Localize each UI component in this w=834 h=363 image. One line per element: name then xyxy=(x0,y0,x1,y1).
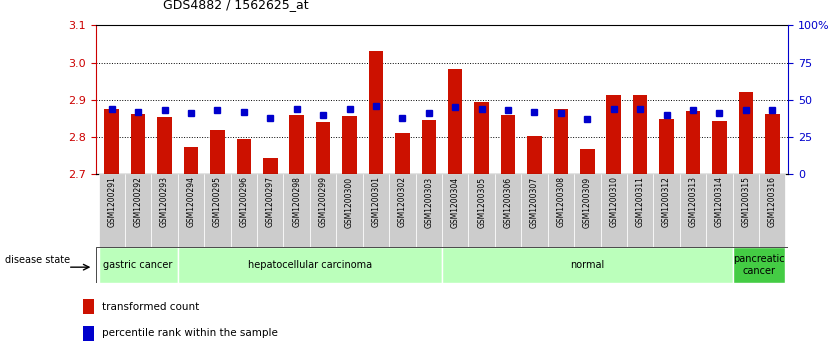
Bar xyxy=(178,247,442,283)
Text: GSM1200306: GSM1200306 xyxy=(504,176,513,228)
Bar xyxy=(415,174,442,247)
Bar xyxy=(125,174,152,247)
Bar xyxy=(732,174,759,247)
Text: GSM1200299: GSM1200299 xyxy=(319,176,328,227)
Text: gastric cancer: gastric cancer xyxy=(103,260,173,270)
Bar xyxy=(316,122,330,174)
Bar xyxy=(178,174,204,247)
Bar xyxy=(686,111,701,174)
Text: GSM1200295: GSM1200295 xyxy=(213,176,222,227)
Text: GSM1200301: GSM1200301 xyxy=(371,176,380,227)
Bar xyxy=(98,247,178,283)
Bar xyxy=(495,174,521,247)
Text: transformed count: transformed count xyxy=(102,302,199,312)
Bar xyxy=(653,174,680,247)
Bar xyxy=(548,174,574,247)
Bar xyxy=(580,149,595,174)
Bar xyxy=(521,174,548,247)
Text: GSM1200303: GSM1200303 xyxy=(425,176,434,228)
Bar xyxy=(706,174,732,247)
Bar xyxy=(759,174,786,247)
Bar xyxy=(475,102,489,174)
Bar xyxy=(83,326,93,341)
Bar xyxy=(395,133,409,174)
Bar xyxy=(210,130,224,174)
Bar xyxy=(284,174,310,247)
Bar xyxy=(204,174,231,247)
Bar xyxy=(83,299,93,314)
Bar xyxy=(606,95,621,174)
Text: hepatocellular carcinoma: hepatocellular carcinoma xyxy=(248,260,372,270)
Bar xyxy=(712,121,726,174)
Bar xyxy=(152,174,178,247)
Text: GSM1200309: GSM1200309 xyxy=(583,176,592,228)
Bar xyxy=(336,174,363,247)
Text: GDS4882 / 1562625_at: GDS4882 / 1562625_at xyxy=(163,0,309,11)
Text: GSM1200294: GSM1200294 xyxy=(187,176,195,227)
Text: GSM1200308: GSM1200308 xyxy=(556,176,565,227)
Bar xyxy=(257,174,284,247)
Bar xyxy=(98,174,125,247)
Text: GSM1200315: GSM1200315 xyxy=(741,176,751,227)
Bar xyxy=(237,139,251,174)
Text: GSM1200300: GSM1200300 xyxy=(345,176,354,228)
Bar xyxy=(574,174,600,247)
Bar xyxy=(289,115,304,174)
Bar xyxy=(500,115,515,174)
Text: GSM1200313: GSM1200313 xyxy=(689,176,697,227)
Bar xyxy=(554,109,568,174)
Bar xyxy=(448,69,463,174)
Text: GSM1200314: GSM1200314 xyxy=(715,176,724,227)
Bar xyxy=(627,174,653,247)
Bar xyxy=(660,119,674,174)
Bar xyxy=(158,117,172,174)
Text: GSM1200296: GSM1200296 xyxy=(239,176,249,227)
Bar xyxy=(104,109,119,174)
Bar xyxy=(363,174,389,247)
Bar xyxy=(231,174,257,247)
Text: GSM1200316: GSM1200316 xyxy=(768,176,776,227)
Bar xyxy=(421,120,436,174)
Bar xyxy=(389,174,415,247)
Bar xyxy=(633,95,647,174)
Bar xyxy=(183,147,198,174)
Bar xyxy=(600,174,627,247)
Bar xyxy=(765,114,780,174)
Bar xyxy=(680,174,706,247)
Text: GSM1200293: GSM1200293 xyxy=(160,176,169,227)
Text: GSM1200305: GSM1200305 xyxy=(477,176,486,228)
Bar xyxy=(342,116,357,174)
Bar xyxy=(739,93,753,174)
Text: GSM1200307: GSM1200307 xyxy=(530,176,539,228)
Bar xyxy=(469,174,495,247)
Text: normal: normal xyxy=(570,260,605,270)
Text: GSM1200311: GSM1200311 xyxy=(636,176,645,227)
Text: GSM1200312: GSM1200312 xyxy=(662,176,671,227)
Text: GSM1200297: GSM1200297 xyxy=(266,176,274,227)
Bar xyxy=(369,52,384,174)
Bar xyxy=(310,174,336,247)
Text: GSM1200302: GSM1200302 xyxy=(398,176,407,227)
Text: GSM1200304: GSM1200304 xyxy=(450,176,460,228)
Text: GSM1200291: GSM1200291 xyxy=(108,176,116,227)
Bar xyxy=(732,247,786,283)
Bar xyxy=(442,247,732,283)
Text: disease state: disease state xyxy=(5,255,70,265)
Bar xyxy=(442,174,469,247)
Text: GSM1200298: GSM1200298 xyxy=(292,176,301,227)
Bar xyxy=(263,158,278,174)
Text: percentile rank within the sample: percentile rank within the sample xyxy=(102,328,278,338)
Text: pancreatic
cancer: pancreatic cancer xyxy=(733,254,785,276)
Bar xyxy=(131,114,145,174)
Bar xyxy=(527,136,542,174)
Text: GSM1200310: GSM1200310 xyxy=(610,176,618,227)
Text: GSM1200292: GSM1200292 xyxy=(133,176,143,227)
